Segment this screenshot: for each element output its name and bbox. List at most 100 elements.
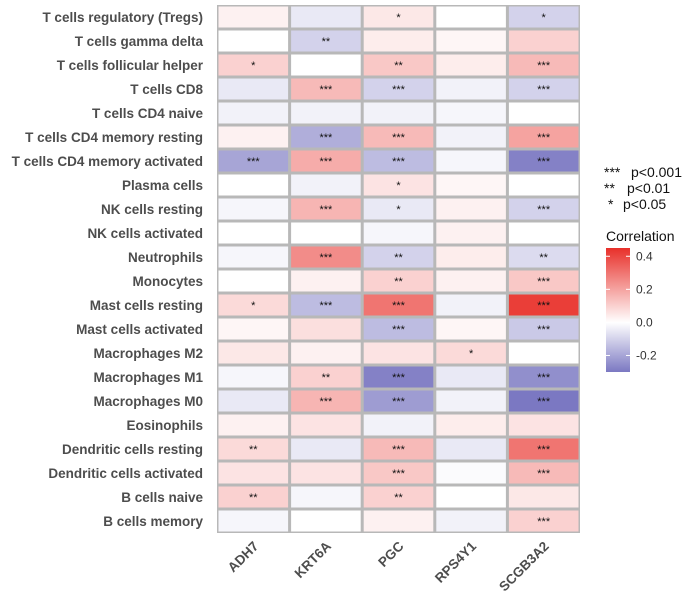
heatmap-cell bbox=[436, 294, 506, 316]
heatmap-cell bbox=[291, 270, 361, 292]
significance-star: *** bbox=[319, 252, 333, 264]
significance-star: *** bbox=[392, 156, 406, 168]
heatmap-cell bbox=[363, 54, 434, 76]
heatmap-cell bbox=[291, 342, 361, 364]
heatmap-cell bbox=[508, 150, 579, 172]
heatmap-cell bbox=[436, 414, 506, 436]
heatmap-cell bbox=[218, 78, 289, 100]
heatmap-cell bbox=[436, 198, 506, 220]
heatmap-cell bbox=[218, 30, 289, 52]
heatmap-cell bbox=[508, 126, 579, 148]
colorbar-title: Correlation bbox=[606, 228, 674, 244]
significance-star: ** bbox=[394, 276, 403, 288]
significance-star: ** bbox=[539, 252, 548, 264]
heatmap-cell bbox=[363, 174, 434, 196]
heatmap-cell bbox=[363, 438, 434, 460]
significance-star: *** bbox=[392, 324, 406, 336]
heatmap-cell bbox=[291, 150, 361, 172]
heatmap-cell bbox=[363, 390, 434, 412]
heatmap-cell bbox=[508, 222, 579, 244]
row-label: Eosinophils bbox=[126, 418, 203, 433]
colorbar-tick-label: 0.4 bbox=[636, 249, 653, 263]
significance-star: *** bbox=[319, 84, 333, 96]
heatmap-cell bbox=[218, 270, 289, 292]
significance-star: *** bbox=[319, 132, 333, 144]
row-label: Neutrophils bbox=[128, 250, 203, 265]
heatmap-cell bbox=[436, 78, 506, 100]
heatmap-cell bbox=[508, 366, 579, 388]
significance-star: *** bbox=[392, 132, 406, 144]
significance-star: *** bbox=[537, 276, 551, 288]
heatmap-cell bbox=[436, 366, 506, 388]
heatmap-cell bbox=[291, 438, 361, 460]
heatmap-cell bbox=[436, 510, 506, 532]
heatmap-cell bbox=[291, 510, 361, 532]
significance-star: ** bbox=[394, 60, 403, 72]
significance-star: *** bbox=[537, 444, 551, 456]
heatmap-cell bbox=[291, 318, 361, 340]
heatmap-cell bbox=[218, 246, 289, 268]
heatmap-cell bbox=[363, 126, 434, 148]
heatmap-cell bbox=[291, 54, 361, 76]
significance-legend: *** p<0.001 ** p<0.01 * p<0.05 bbox=[604, 164, 682, 212]
heatmap-cell bbox=[218, 414, 289, 436]
column-label: KRT6A bbox=[292, 538, 335, 581]
heatmap-cell bbox=[436, 222, 506, 244]
heatmap-cell bbox=[436, 150, 506, 172]
row-label: T cells CD8 bbox=[130, 82, 203, 97]
heatmap-cell bbox=[363, 150, 434, 172]
significance-star: *** bbox=[537, 156, 551, 168]
heatmap-cell bbox=[363, 198, 434, 220]
heatmap-cell bbox=[508, 174, 579, 196]
row-labels: T cells regulatory (Tregs) T cells gamma … bbox=[12, 10, 204, 529]
row-label: T cells CD4 naive bbox=[92, 106, 204, 121]
heatmap-cell bbox=[363, 486, 434, 508]
significance-star: *** bbox=[392, 468, 406, 480]
heatmap-cell bbox=[363, 294, 434, 316]
row-label: Plasma cells bbox=[122, 178, 203, 193]
heatmap-cell bbox=[363, 318, 434, 340]
heatmap-cell bbox=[218, 198, 289, 220]
heatmap-cells bbox=[217, 5, 580, 533]
heatmap-cell bbox=[291, 102, 361, 124]
significance-star: *** bbox=[537, 516, 551, 528]
row-label: Mast cells resting bbox=[90, 298, 203, 313]
significance-star: *** bbox=[319, 396, 333, 408]
heatmap-cell bbox=[508, 270, 579, 292]
row-label: T cells CD4 memory resting bbox=[25, 130, 203, 145]
heatmap-cell bbox=[291, 126, 361, 148]
heatmap-cell bbox=[218, 222, 289, 244]
heatmap-cell bbox=[218, 54, 289, 76]
significance-star: * bbox=[251, 300, 256, 312]
row-label: Dendritic cells resting bbox=[62, 442, 203, 457]
heatmap-cell bbox=[218, 390, 289, 412]
heatmap-cell bbox=[218, 294, 289, 316]
significance-star: *** bbox=[392, 444, 406, 456]
heatmap-cell bbox=[291, 6, 361, 28]
heatmap-cell bbox=[291, 294, 361, 316]
sig-legend-label-1: p<0.01 bbox=[627, 180, 670, 196]
heatmap-cell bbox=[363, 102, 434, 124]
row-label: Macrophages M2 bbox=[93, 346, 203, 361]
heatmap-cell bbox=[291, 414, 361, 436]
row-label: B cells naive bbox=[121, 490, 203, 505]
heatmap-cell bbox=[508, 438, 579, 460]
significance-star: ** bbox=[394, 492, 403, 504]
heatmap-cell bbox=[508, 342, 579, 364]
heatmap-cell bbox=[218, 102, 289, 124]
heatmap-cell bbox=[363, 462, 434, 484]
heatmap-cell bbox=[436, 342, 506, 364]
significance-star: ** bbox=[394, 252, 403, 264]
heatmap-cell bbox=[291, 390, 361, 412]
heatmap-cell bbox=[218, 438, 289, 460]
heatmap-cell bbox=[363, 366, 434, 388]
heatmap-cell bbox=[508, 30, 579, 52]
column-label: PGC bbox=[375, 538, 406, 569]
significance-star: *** bbox=[392, 372, 406, 384]
heatmap-cell bbox=[291, 246, 361, 268]
sig-legend-label-0: p<0.001 bbox=[631, 164, 682, 180]
row-label: Mast cells activated bbox=[76, 322, 203, 337]
heatmap-cell bbox=[436, 102, 506, 124]
significance-star: ** bbox=[249, 492, 258, 504]
